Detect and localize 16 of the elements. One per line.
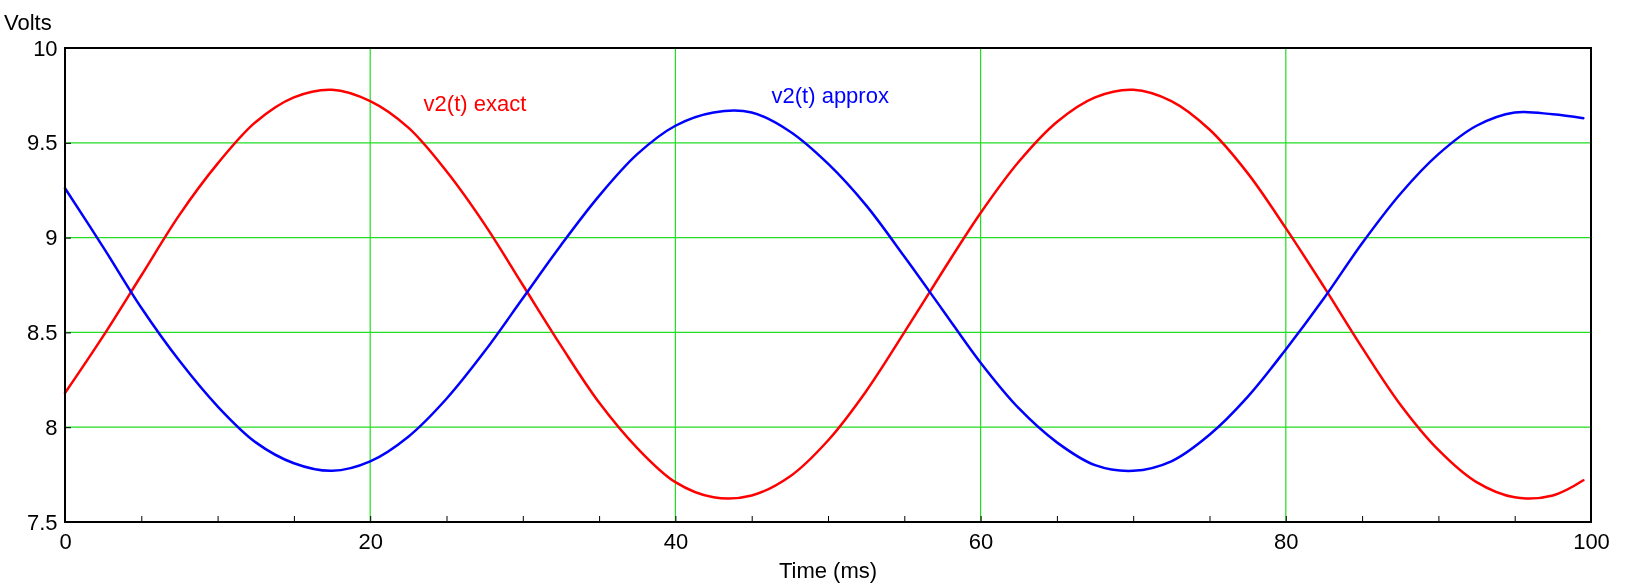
x-tick-label: 60 — [968, 529, 994, 555]
y-tick-label: 9.5 — [27, 130, 58, 156]
x-tick-label: 20 — [358, 529, 383, 555]
y-tick-label: 8 — [45, 414, 58, 440]
x-tick-label: 40 — [663, 529, 689, 555]
x-tick-label: 80 — [1274, 529, 1299, 555]
y-tick-label: 8.5 — [27, 319, 58, 345]
y-tick-label: 7.5 — [27, 509, 58, 535]
series-label: v2(t) exact — [423, 90, 527, 116]
x-tick-label: 0 — [59, 529, 72, 555]
x-tick-label: 100 — [1573, 529, 1610, 555]
y-axis-title: Volts — [4, 10, 52, 35]
series-label: v2(t) approx — [771, 82, 889, 108]
y-tick-label: 10 — [33, 35, 58, 61]
x-axis-title: Time (ms) — [778, 558, 878, 583]
y-tick-label: 9 — [45, 225, 58, 251]
